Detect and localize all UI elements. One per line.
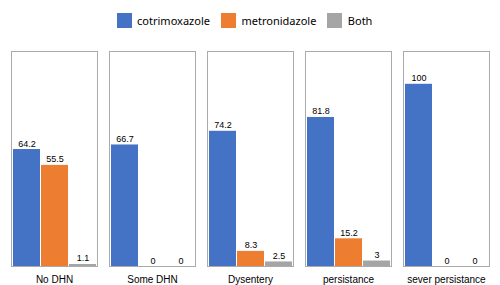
svg-text:1.1: 1.1 (77, 253, 90, 263)
svg-text:15.2: 15.2 (340, 228, 358, 238)
svg-text:0: 0 (178, 256, 183, 266)
svg-text:sever persistance: sever persistance (407, 274, 486, 285)
html-text:cotrimoxazole: cotrimoxazole (137, 13, 210, 28)
svg-text:100: 100 (411, 73, 426, 83)
svg-text:2.5: 2.5 (273, 251, 286, 261)
svg-text:Some DHN: Some DHN (127, 274, 178, 285)
html-text:Both: Both (347, 13, 373, 28)
svg-text:66.7: 66.7 (116, 134, 134, 144)
html-text:metronidazole: metronidazole (241, 13, 317, 28)
svg-text:74.2: 74.2 (214, 120, 232, 130)
svg-text:55.5: 55.5 (46, 154, 64, 164)
svg-text:0: 0 (472, 256, 477, 266)
svg-text:64.2: 64.2 (18, 139, 36, 149)
svg-text:81.8: 81.8 (312, 106, 330, 116)
svg-text:0: 0 (444, 256, 449, 266)
svg-text:persistance: persistance (323, 274, 375, 285)
svg-text:No DHN: No DHN (36, 274, 73, 285)
svg-text:Dysentery: Dysentery (228, 274, 273, 285)
svg-text:0: 0 (150, 256, 155, 266)
svg-text:3: 3 (374, 250, 379, 260)
svg-text:8.3: 8.3 (245, 240, 258, 250)
